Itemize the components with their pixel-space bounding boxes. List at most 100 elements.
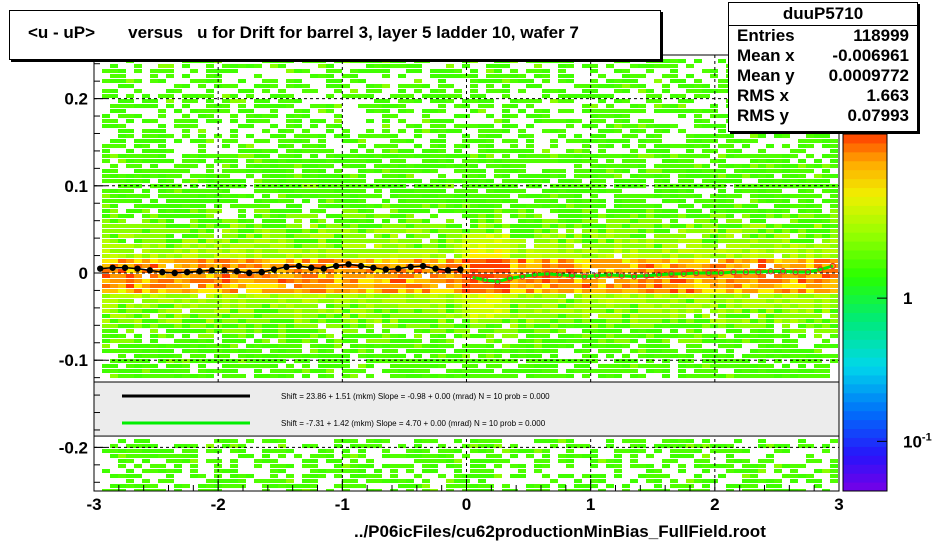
heatmap-cell — [190, 194, 198, 198]
heatmap-cell — [646, 209, 654, 213]
heatmap-cell — [582, 64, 590, 68]
heatmap-cell — [630, 264, 638, 268]
heatmap-cell — [342, 349, 350, 353]
heatmap-cell — [686, 84, 694, 88]
heatmap-cell — [750, 209, 758, 213]
heatmap-cell — [494, 309, 502, 313]
heatmap-cell — [422, 164, 430, 168]
heatmap-cell — [782, 264, 790, 268]
heatmap-cell — [646, 249, 654, 253]
heatmap-cell — [662, 444, 670, 448]
heatmap-cell — [542, 109, 550, 113]
heatmap-cell — [270, 189, 278, 193]
heatmap-cell — [798, 249, 806, 253]
heatmap-cell — [614, 79, 622, 83]
heatmap-cell — [350, 454, 358, 458]
heatmap-cell — [494, 194, 502, 198]
heatmap-cell — [198, 84, 206, 88]
heatmap-cell — [422, 309, 430, 313]
heatmap-cell — [270, 214, 278, 218]
heatmap-cell — [790, 254, 798, 258]
heatmap-cell — [150, 174, 158, 178]
heatmap-cell — [398, 294, 406, 298]
heatmap-cell — [558, 439, 566, 443]
heatmap-cell — [766, 289, 774, 293]
heatmap-cell — [302, 129, 310, 133]
heatmap-cell — [158, 64, 166, 68]
heatmap-cell — [462, 454, 470, 458]
heatmap-cell — [286, 369, 294, 373]
heatmap-cell — [318, 109, 326, 113]
heatmap-cell — [718, 304, 726, 308]
heatmap-cell — [566, 109, 574, 113]
heatmap-cell — [518, 344, 526, 348]
heatmap-cell — [246, 149, 254, 153]
heatmap-cell — [462, 314, 470, 318]
heatmap-cell — [374, 294, 382, 298]
heatmap-cell — [334, 119, 342, 123]
heatmap-cell — [430, 89, 438, 93]
heatmap-cell — [342, 129, 350, 133]
heatmap-cell — [662, 194, 670, 198]
heatmap-cell — [654, 239, 662, 243]
heatmap-cell — [382, 174, 390, 178]
heatmap-cell — [822, 344, 830, 348]
heatmap-cell — [726, 199, 734, 203]
heatmap-cell — [526, 194, 534, 198]
heatmap-cell — [406, 259, 414, 263]
heatmap-cell — [614, 89, 622, 93]
heatmap-cell — [102, 219, 110, 223]
heatmap-cell — [542, 114, 550, 118]
heatmap-cell — [646, 344, 654, 348]
heatmap-cell — [270, 464, 278, 468]
heatmap-cell — [646, 269, 654, 273]
heatmap-cell — [526, 249, 534, 253]
heatmap-cell — [166, 329, 174, 333]
heatmap-cell — [550, 369, 558, 373]
heatmap-cell — [310, 474, 318, 478]
heatmap-cell — [358, 249, 366, 253]
heatmap-cell — [414, 374, 422, 378]
heatmap-cell — [350, 229, 358, 233]
heatmap-cell — [566, 449, 574, 453]
heatmap-cell — [526, 184, 534, 188]
heatmap-cell — [374, 224, 382, 228]
heatmap-cell — [310, 229, 318, 233]
heatmap-cell — [278, 339, 286, 343]
heatmap-cell — [374, 314, 382, 318]
heatmap-cell — [822, 264, 830, 268]
heatmap-cell — [486, 294, 494, 298]
heatmap-cell — [286, 69, 294, 73]
heatmap-cell — [422, 169, 430, 173]
heatmap-cell — [510, 359, 518, 363]
heatmap-cell — [582, 234, 590, 238]
heatmap-cell — [590, 369, 598, 373]
heatmap-cell — [310, 239, 318, 243]
heatmap-cell — [486, 79, 494, 83]
heatmap-cell — [254, 74, 262, 78]
heatmap-cell — [430, 254, 438, 258]
heatmap-cell — [670, 319, 678, 323]
heatmap-cell — [126, 454, 134, 458]
heatmap-cell — [630, 439, 638, 443]
heatmap-cell — [590, 134, 598, 138]
heatmap-cell — [166, 99, 174, 103]
heatmap-cell — [342, 224, 350, 228]
heatmap-cell — [782, 194, 790, 198]
heatmap-cell — [318, 134, 326, 138]
heatmap-cell — [662, 174, 670, 178]
heatmap-cell — [766, 249, 774, 253]
heatmap-cell — [230, 369, 238, 373]
heatmap-cell — [470, 79, 478, 83]
heatmap-cell — [478, 304, 486, 308]
heatmap-cell — [678, 304, 686, 308]
heatmap-cell — [606, 284, 614, 288]
heatmap-cell — [510, 114, 518, 118]
heatmap-cell — [814, 469, 822, 473]
heatmap-cell — [678, 164, 686, 168]
heatmap-cell — [566, 309, 574, 313]
heatmap-cell — [406, 244, 414, 248]
heatmap-cell — [718, 309, 726, 313]
heatmap-cell — [830, 144, 838, 148]
heatmap-cell — [398, 199, 406, 203]
